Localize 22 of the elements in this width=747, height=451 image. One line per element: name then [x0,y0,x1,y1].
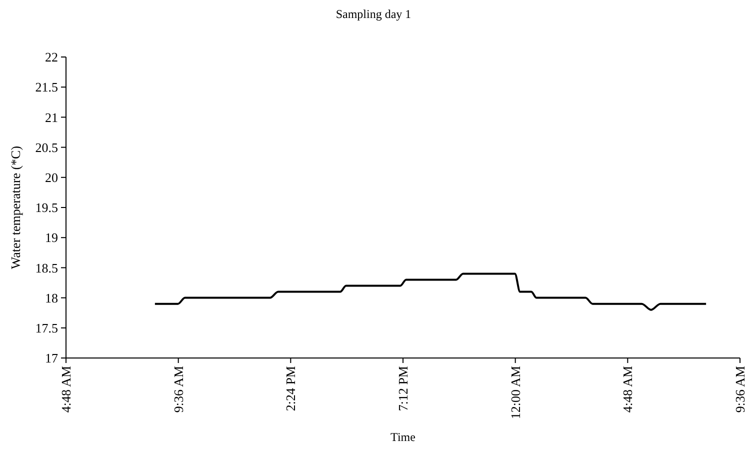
y-axis-title: Water temperature (*C) [8,146,23,270]
y-tick-label: 19 [45,230,58,246]
line-series [154,272,708,311]
y-tick-label: 20 [45,170,58,185]
chart-title: Sampling day 1 [336,7,412,21]
y-tick-label: 20.5 [35,140,58,155]
y-tick-label: 17.5 [35,320,58,336]
x-tick-label: 2:24 PM [283,366,298,412]
x-axis-title: Time [390,430,416,444]
x-tick-label: 7:12 PM [396,366,411,412]
y-tick-label: 19.5 [35,200,58,216]
x-tick-label: 9:36 AM [732,366,747,413]
y-tick-label: 21 [45,110,58,125]
y-tick-label: 18.5 [35,260,58,276]
y-tick-label: 22 [45,50,58,65]
y-tick-label: 17 [45,350,58,366]
x-tick-label: 4:48 AM [620,366,636,413]
x-tick-label: 9:36 AM [170,366,186,413]
x-tick-label: 4:48 AM [58,366,74,413]
y-tick-label: 21.5 [35,80,58,95]
x-tick-label: 12:00 AM [508,366,523,420]
y-tick-label: 18 [45,290,58,306]
